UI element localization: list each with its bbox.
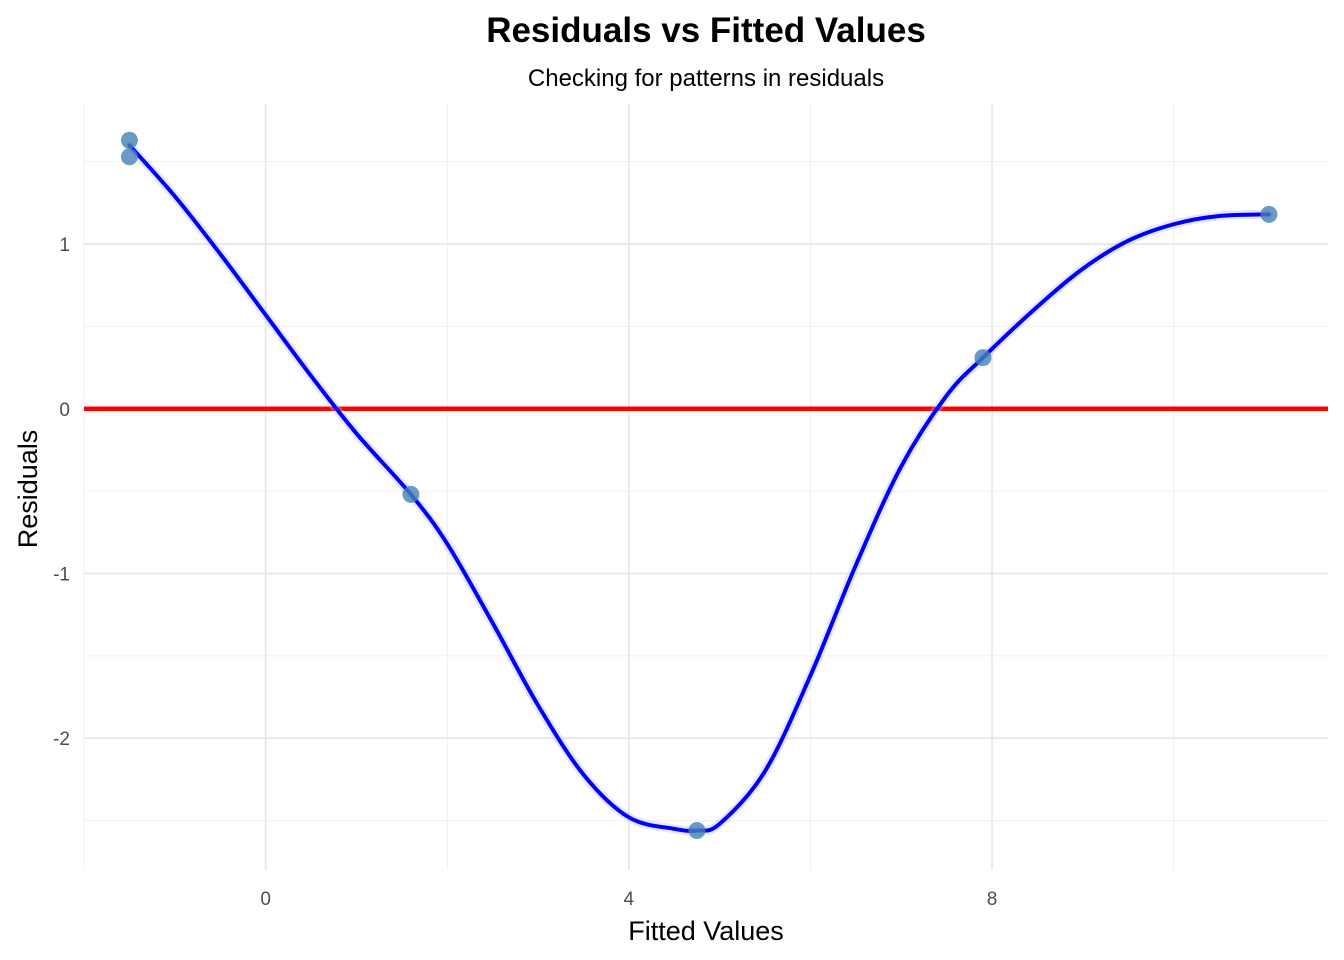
x-tick-label: 0 bbox=[260, 889, 271, 910]
y-axis-title: Residuals bbox=[13, 430, 43, 549]
chart-subtitle: Checking for patterns in residuals bbox=[528, 65, 884, 92]
smooth-line bbox=[127, 143, 1271, 833]
x-axis-title: Fitted Values bbox=[628, 916, 784, 946]
y-tick-labels: -2 -1 0 1 bbox=[53, 235, 70, 750]
data-point bbox=[688, 821, 706, 839]
y-tick-label: 1 bbox=[59, 235, 70, 256]
residual-points bbox=[120, 131, 1278, 839]
y-tick-label: -2 bbox=[53, 729, 70, 750]
data-point bbox=[974, 349, 992, 367]
data-point bbox=[402, 485, 420, 503]
major-gridlines bbox=[84, 104, 1328, 870]
x-tick-label: 4 bbox=[624, 889, 635, 910]
chart-title: Residuals vs Fitted Values bbox=[486, 11, 926, 50]
minor-gridlines bbox=[83, 104, 1328, 870]
confidence-band bbox=[124, 140, 1274, 836]
smooth-curve bbox=[124, 140, 1274, 836]
data-point bbox=[1260, 205, 1278, 223]
x-tick-label: 8 bbox=[987, 889, 998, 910]
data-point bbox=[120, 148, 138, 166]
y-tick-label: 0 bbox=[59, 400, 70, 421]
data-point bbox=[120, 131, 138, 149]
x-tick-labels: 0 4 8 bbox=[260, 889, 997, 910]
y-tick-label: -1 bbox=[53, 564, 70, 585]
